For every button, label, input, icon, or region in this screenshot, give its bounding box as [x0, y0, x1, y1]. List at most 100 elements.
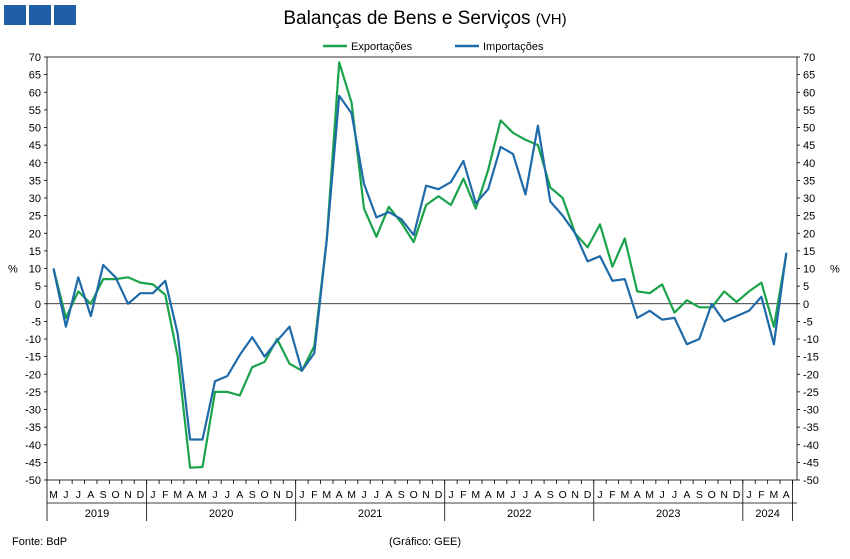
x-tick-label-month: D — [137, 489, 145, 501]
y-tick-label-left: -50 — [25, 475, 41, 487]
y-tick-label-left: 40 — [29, 158, 41, 170]
x-year-label: 2019 — [85, 508, 109, 520]
y-tick-label-right: 35 — [803, 175, 815, 187]
x-tick-label-month: F — [460, 489, 466, 501]
y-tick-label-left: -30 — [25, 405, 41, 417]
y-tick-label-right: 25 — [803, 211, 815, 223]
x-tick-label-month: J — [597, 489, 602, 501]
y-tick-label-left: -10 — [25, 334, 41, 346]
y-tick-label-left: 15 — [29, 246, 41, 258]
series-line-importacoes — [52, 94, 788, 441]
y-tick-label-right: 60 — [803, 87, 815, 99]
x-tick-label-month: J — [374, 489, 379, 501]
y-tick-label-left: -45 — [25, 457, 41, 469]
x-tick-label-month: S — [547, 489, 554, 501]
x-tick-label-month: O — [112, 489, 120, 501]
legend-label: Exportações — [351, 41, 413, 53]
x-tick-label-month: O — [559, 489, 567, 501]
x-tick-label-month: A — [485, 489, 492, 501]
y-tick-label-left: 35 — [29, 175, 41, 187]
y-tick-label-left: 5 — [35, 281, 41, 293]
y-tick-label-left: 0 — [35, 299, 41, 311]
plot-frame — [46, 56, 798, 481]
y-tick-label-left: -15 — [25, 352, 41, 364]
y-tick-label-left: -40 — [25, 440, 41, 452]
x-tick-label-month: S — [398, 489, 405, 501]
x-tick-label-month: A — [87, 489, 94, 501]
legend: Exportações Importações — [323, 41, 544, 53]
x-tick-label-month: M — [769, 489, 778, 501]
x-year-label: 2022 — [507, 508, 531, 520]
series-line-exportacoes — [52, 61, 788, 469]
y-tick-label-right: 65 — [803, 70, 815, 82]
y-tick-label-right: 40 — [803, 158, 815, 170]
x-tick-label-month: F — [162, 489, 168, 501]
x-tick-label-month: J — [746, 489, 751, 501]
y-tick-label-right: 20 — [803, 228, 815, 240]
y-tick-label-right: -10 — [803, 334, 819, 346]
y-tick-label-left: 10 — [29, 264, 41, 276]
x-tick-label-month: A — [783, 489, 790, 501]
y-tick-label-right: 15 — [803, 246, 815, 258]
chart-credit: (Gráfico: GEE) — [388, 536, 462, 548]
y-tick-label-left: -35 — [25, 422, 41, 434]
x-tick-label-month: A — [236, 489, 243, 501]
x-tick-label-month: A — [385, 489, 392, 501]
y-tick-label-left: -20 — [25, 369, 41, 381]
chart-title: Balanças de Bens e Serviços (VH) — [0, 8, 850, 30]
y-tick-label-right: 45 — [803, 140, 815, 152]
y-tick-label-right: 30 — [803, 193, 815, 205]
x-year-label: 2020 — [209, 508, 233, 520]
x-tick-label-month: O — [410, 489, 418, 501]
y-tick-label-right: 5 — [803, 281, 809, 293]
y-tick-label-left: 60 — [29, 87, 41, 99]
y-tick-label-right: -20 — [803, 369, 819, 381]
x-tick-label-month: O — [261, 489, 269, 501]
x-tick-label-month: M — [620, 489, 629, 501]
y-tick-label-right: -35 — [803, 422, 819, 434]
x-tick-label-month: J — [76, 489, 81, 501]
x-tick-label-month: S — [249, 489, 256, 501]
y-tick-label-right: 70 — [803, 52, 815, 64]
x-tick-label-month: N — [571, 489, 579, 501]
y-tick-label-right: -5 — [803, 316, 813, 328]
y-tick-label-left: -25 — [25, 387, 41, 399]
x-tick-label-month: M — [496, 489, 505, 501]
legend-label: Importações — [483, 41, 544, 53]
y-tick-label-left: 20 — [29, 228, 41, 240]
x-tick-label-month: M — [347, 489, 356, 501]
x-tick-label-month: A — [634, 489, 641, 501]
x-tick-label-month: O — [708, 489, 716, 501]
x-tick-label-month: A — [683, 489, 690, 501]
y-axis-label-right: % — [830, 264, 840, 276]
x-tick-label-month: A — [336, 489, 343, 501]
y-tick-label-left: 25 — [29, 211, 41, 223]
x-tick-label-month: F — [609, 489, 615, 501]
x-tick-label-month: J — [672, 489, 677, 501]
x-tick-label-month: J — [225, 489, 230, 501]
y-tick-label-right: -40 — [803, 440, 819, 452]
x-tick-label-month: A — [534, 489, 541, 501]
x-year-label: 2021 — [358, 508, 382, 520]
source-note: Fonte: BdP — [12, 536, 68, 548]
x-year-label: 2024 — [755, 508, 779, 520]
x-tick-label-month: D — [584, 489, 592, 501]
y-tick-label-right: -45 — [803, 457, 819, 469]
x-tick-label-month: N — [273, 489, 281, 501]
y-tick-label-right: -25 — [803, 387, 819, 399]
x-tick-label-month: F — [311, 489, 317, 501]
y-tick-label-left: 65 — [29, 70, 41, 82]
x-tick-label-month: N — [124, 489, 132, 501]
y-tick-label-right: 55 — [803, 105, 815, 117]
y-tick-label-left: -5 — [31, 316, 41, 328]
x-tick-label-month: J — [299, 489, 304, 501]
x-tick-label-month: J — [510, 489, 515, 501]
x-tick-label-month: J — [212, 489, 217, 501]
y-tick-label-right: -15 — [803, 352, 819, 364]
y-tick-label-right: -50 — [803, 475, 819, 487]
x-tick-label-month: J — [150, 489, 155, 501]
x-tick-label-month: M — [322, 489, 331, 501]
y-tick-label-left: 70 — [29, 52, 41, 64]
x-tick-label-month: F — [758, 489, 764, 501]
